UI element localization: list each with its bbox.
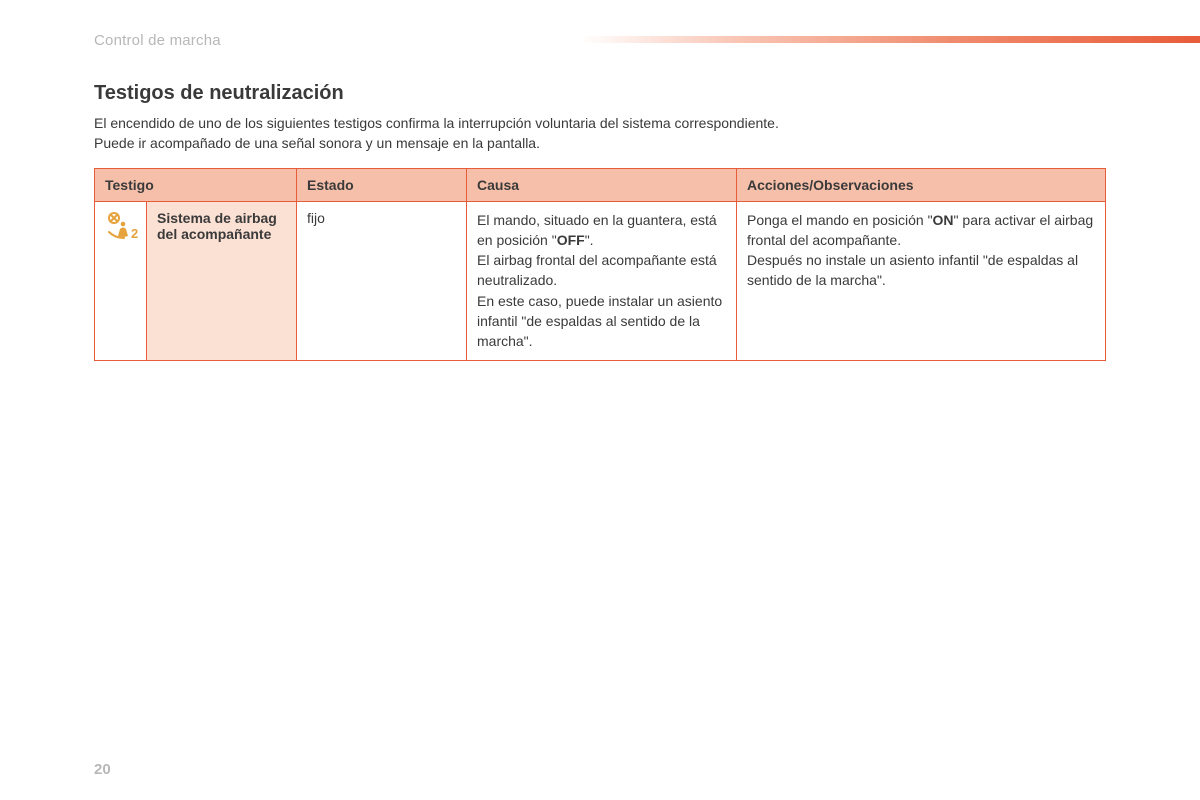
- header-actions: Acciones/Observaciones: [737, 168, 1106, 201]
- intro-text: El encendido de uno de los siguientes te…: [94, 113, 1106, 154]
- page-number: 20: [94, 761, 111, 778]
- cause-text-post: ".: [585, 232, 594, 248]
- table-row: 2 Sistema de airbag del acompañante fijo…: [95, 201, 1106, 360]
- cause-line-2: El airbag frontal del acompañante está n…: [477, 252, 717, 288]
- cause-bold-off: OFF: [557, 232, 585, 248]
- indicator-icon-cell: 2: [95, 201, 147, 360]
- action-text-pre: Ponga el mando en posición ": [747, 212, 933, 228]
- svg-text:2: 2: [131, 226, 138, 240]
- action-line-2: Después no instale un asiento infantil "…: [747, 252, 1078, 288]
- header-state: Estado: [297, 168, 467, 201]
- passenger-airbag-off-icon: 2: [105, 210, 139, 243]
- cause-text-pre: El mando, situado en la guantera, está e…: [477, 212, 717, 248]
- indicator-name-cell: Sistema de airbag del acompañante: [147, 201, 297, 360]
- indicator-table: Testigo Estado Causa Acciones/Observacio…: [94, 168, 1106, 361]
- header-indicator: Testigo: [95, 168, 297, 201]
- header-cause: Causa: [467, 168, 737, 201]
- intro-line-1: El encendido de uno de los siguientes te…: [94, 115, 779, 131]
- header-accent-bar: [580, 36, 1200, 43]
- indicator-action-cell: Ponga el mando en posición "ON" para act…: [737, 201, 1106, 360]
- indicator-cause-cell: El mando, situado en la guantera, está e…: [467, 201, 737, 360]
- indicator-state-cell: fijo: [297, 201, 467, 360]
- action-bold-on: ON: [933, 212, 954, 228]
- main-content: Testigos de neutralización El encendido …: [94, 82, 1106, 361]
- breadcrumb: Control de marcha: [94, 32, 221, 49]
- section-title: Testigos de neutralización: [94, 82, 1106, 105]
- table-header-row: Testigo Estado Causa Acciones/Observacio…: [95, 168, 1106, 201]
- intro-line-2: Puede ir acompañado de una señal sonora …: [94, 135, 540, 151]
- cause-line-3: En este caso, puede instalar un asiento …: [477, 293, 722, 350]
